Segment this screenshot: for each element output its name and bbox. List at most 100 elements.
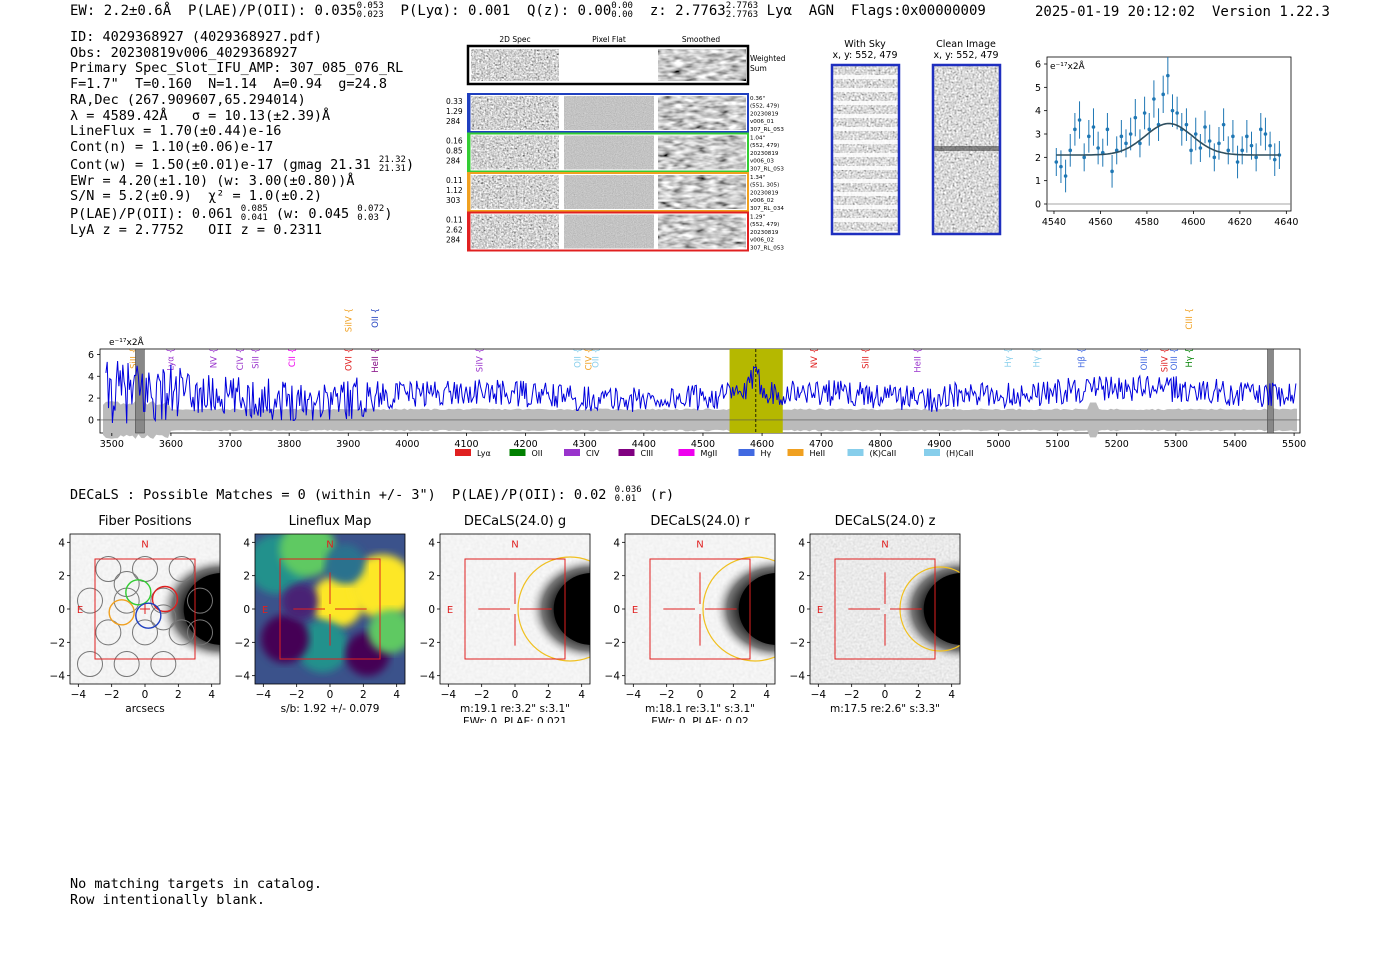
north-label: N bbox=[696, 539, 703, 550]
spec-ytick-label: 4 bbox=[88, 372, 94, 383]
legend-swatch bbox=[455, 449, 471, 456]
cutout-flat bbox=[564, 214, 654, 249]
cutout-2d bbox=[471, 135, 559, 170]
cutout-2d bbox=[471, 214, 559, 249]
z-value: z: 2.7763 bbox=[649, 3, 726, 19]
legend-item: CIII bbox=[618, 449, 653, 458]
panel-ytick-label: 2 bbox=[58, 571, 65, 583]
line-id-text: CIII { bbox=[1185, 308, 1195, 330]
legend-item: Lyα bbox=[455, 449, 491, 458]
panel-ytick-label: 4 bbox=[613, 537, 620, 549]
lineflux-blob bbox=[368, 609, 405, 654]
zoom-point bbox=[1245, 134, 1249, 139]
panel-xtick-label: −4 bbox=[626, 689, 642, 701]
panel-xtick-label: 4 bbox=[578, 689, 585, 701]
panel-ytick-label: 2 bbox=[613, 571, 620, 583]
zoom-point bbox=[1096, 146, 1100, 150]
plae-header: P(LAE)/P(OII): 0.035 bbox=[188, 3, 357, 19]
decals-hi: 0.036 bbox=[614, 485, 642, 495]
info-contn: Cont(n) = 1.10(±0.06)e-17 bbox=[70, 138, 274, 155]
line-id-text: OII { bbox=[574, 348, 584, 368]
spectra-cutouts: 2D Spec Pixel Flat Smoothed Weighted Sum… bbox=[446, 35, 786, 252]
info-contw: Cont(w) = 1.50(±0.01)e-17 (gmag 21.31 21… bbox=[70, 155, 415, 174]
panel-xtick-label: 0 bbox=[512, 689, 519, 701]
legend-swatch bbox=[564, 449, 580, 456]
plya-value: P(Lyα): 0.001 bbox=[400, 3, 511, 19]
legend-swatch bbox=[678, 449, 695, 456]
zoom-point bbox=[1231, 134, 1235, 139]
panel-xlabel-2: EWr: 0, PLAE: 0.02 bbox=[651, 716, 748, 723]
panel-ytick-label: −2 bbox=[605, 637, 620, 649]
panel-xtick-label: 0 bbox=[142, 689, 149, 701]
spec-ytick-label: 6 bbox=[88, 350, 94, 361]
aperture-ellipse bbox=[517, 556, 590, 662]
ew-value: EW: 2.2±0.6Å bbox=[70, 3, 172, 19]
fiber-circle bbox=[95, 619, 122, 646]
spec-ylabel: e⁻¹⁷x2Å bbox=[109, 336, 145, 348]
plae-lo: 0.023 bbox=[356, 10, 384, 20]
spec-xtick-label: 4900 bbox=[927, 439, 951, 450]
line-fit-chart: e⁻¹⁷x2Å 4540 4560 4580 4600 4620 4640 0 1 2 3 4 5 6 bbox=[1035, 56, 1298, 228]
aperture-box bbox=[94, 558, 196, 660]
cutout-left-label: 0.16 bbox=[446, 137, 463, 146]
col-header-smooth: Smoothed bbox=[682, 35, 721, 44]
panel-ytick-label: 4 bbox=[243, 537, 250, 549]
cutout-left-label: 284 bbox=[446, 236, 461, 245]
panel-image bbox=[255, 534, 405, 684]
line-id-label: SiIV { bbox=[344, 308, 354, 332]
cutout-right-label: 1.34" bbox=[750, 175, 765, 181]
cutout-smooth bbox=[658, 214, 746, 249]
line-id-text: Hγ { bbox=[1185, 348, 1195, 368]
full-spectrum-chart: SiII {Lyα {NV {CIV {SiII {CII {OVI {HeII… bbox=[88, 308, 1306, 458]
cutout-right-label: 20230819 bbox=[750, 111, 779, 117]
image-panel: DECaLS(24.0) r N E −4 −4 −2 −2 0 0 2 2 4 4 m:18.1 re:… bbox=[605, 514, 776, 723]
line-id-text: NV { bbox=[810, 348, 820, 368]
legend-swatch bbox=[618, 449, 635, 456]
cutout-left-label: 0.85 bbox=[446, 147, 463, 156]
zoom-point bbox=[1235, 160, 1240, 164]
zoom-point bbox=[1059, 164, 1063, 169]
line-id-label: OIII { bbox=[1170, 348, 1180, 370]
zoom-point bbox=[1091, 125, 1096, 129]
selected-fiber bbox=[108, 599, 135, 626]
spec-xtick-label: 3500 bbox=[100, 439, 124, 450]
cutout-right-label: v006_01 bbox=[750, 119, 774, 125]
line-id-label: CIV { bbox=[584, 348, 594, 370]
panel-ytick-label: 0 bbox=[798, 604, 805, 616]
decals-end: (r) bbox=[641, 487, 675, 503]
zoom-xtick-label: 4600 bbox=[1181, 217, 1205, 228]
contw-end: ) bbox=[405, 156, 415, 173]
panel-xtick-label: 0 bbox=[882, 689, 889, 701]
cutout-left-label: 284 bbox=[446, 117, 461, 126]
line-id-text: NV { bbox=[209, 348, 219, 368]
zoom-point bbox=[1207, 139, 1212, 143]
spec-xtick-label: 4400 bbox=[632, 439, 656, 450]
legend-label: OII bbox=[532, 449, 543, 458]
panel-image bbox=[625, 534, 775, 684]
zoom-point bbox=[1221, 122, 1226, 127]
line-id-text: CIV { bbox=[236, 348, 246, 370]
zoom-point bbox=[1268, 143, 1272, 148]
info-ewr: EWr = 4.20(±1.10) (w: 3.00(±0.80))Å bbox=[70, 172, 355, 189]
plae-text: P(LAE)/P(OII): 0.061 bbox=[70, 206, 233, 223]
cutout-right-label: v006_03 bbox=[750, 159, 774, 165]
lineflux-blob bbox=[261, 615, 309, 663]
zoom-point bbox=[1198, 146, 1203, 150]
cutout-left-label: 1.12 bbox=[446, 186, 463, 195]
spec-xtick-label: 5300 bbox=[1164, 439, 1188, 450]
line-id-label: NV { bbox=[810, 348, 820, 368]
east-label: E bbox=[77, 605, 83, 616]
legend-label: (K)CaII bbox=[870, 449, 897, 458]
gaussian-fit-line bbox=[1056, 122, 1280, 156]
lineflux-blob bbox=[350, 554, 405, 619]
cutout-right-label: v006_02 bbox=[750, 238, 774, 244]
zoom-point bbox=[1105, 127, 1110, 132]
east-label: E bbox=[632, 605, 638, 616]
panel-ytick-label: 2 bbox=[798, 571, 805, 583]
info-plae: P(LAE)/P(OII): 0.061 0.085 0.041 (w: 0.04… bbox=[70, 205, 414, 223]
line-id-text: Lyα { bbox=[166, 348, 176, 371]
aperture-box bbox=[649, 558, 751, 660]
line-id-text: Hγ { bbox=[1032, 348, 1042, 368]
cutout-left-label: 303 bbox=[446, 196, 461, 205]
